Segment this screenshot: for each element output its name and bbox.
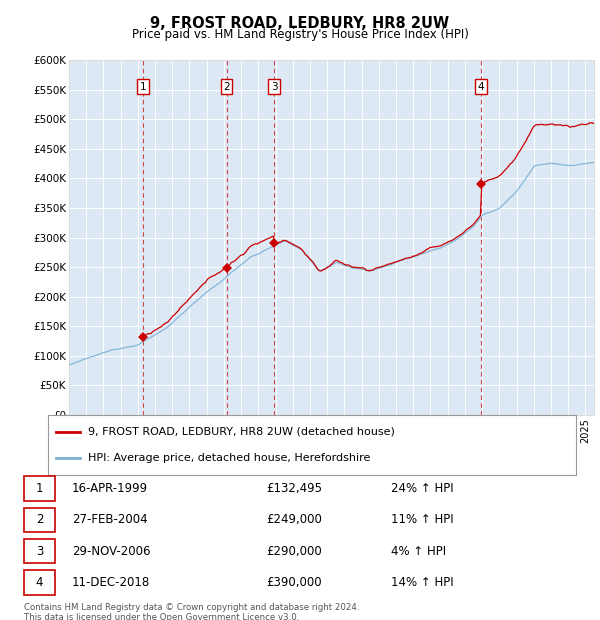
Text: 1: 1 [140,82,146,92]
Text: 16-APR-1999: 16-APR-1999 [72,482,148,495]
Text: £290,000: £290,000 [266,544,322,557]
Text: 11-DEC-2018: 11-DEC-2018 [72,576,150,589]
Text: £390,000: £390,000 [266,576,322,589]
Text: 24% ↑ HPI: 24% ↑ HPI [391,482,453,495]
Text: 9, FROST ROAD, LEDBURY, HR8 2UW: 9, FROST ROAD, LEDBURY, HR8 2UW [151,16,449,31]
Text: 4% ↑ HPI: 4% ↑ HPI [391,544,446,557]
Text: £132,495: £132,495 [266,482,323,495]
Text: 14% ↑ HPI: 14% ↑ HPI [391,576,453,589]
Text: 29-NOV-2006: 29-NOV-2006 [72,544,151,557]
Text: Price paid vs. HM Land Registry's House Price Index (HPI): Price paid vs. HM Land Registry's House … [131,28,469,41]
Text: 4: 4 [478,82,484,92]
Text: £249,000: £249,000 [266,513,322,526]
Text: 27-FEB-2004: 27-FEB-2004 [72,513,148,526]
FancyBboxPatch shape [24,570,55,595]
FancyBboxPatch shape [24,539,55,564]
Text: 3: 3 [271,82,277,92]
Text: 4: 4 [36,576,43,589]
FancyBboxPatch shape [24,476,55,501]
Text: 3: 3 [36,544,43,557]
Text: 11% ↑ HPI: 11% ↑ HPI [391,513,453,526]
Text: HPI: Average price, detached house, Herefordshire: HPI: Average price, detached house, Here… [88,453,370,463]
Text: 2: 2 [36,513,43,526]
Text: Contains HM Land Registry data © Crown copyright and database right 2024.
This d: Contains HM Land Registry data © Crown c… [24,603,359,620]
Text: 9, FROST ROAD, LEDBURY, HR8 2UW (detached house): 9, FROST ROAD, LEDBURY, HR8 2UW (detache… [88,427,394,437]
Text: 1: 1 [36,482,43,495]
Text: 2: 2 [223,82,230,92]
FancyBboxPatch shape [24,508,55,532]
